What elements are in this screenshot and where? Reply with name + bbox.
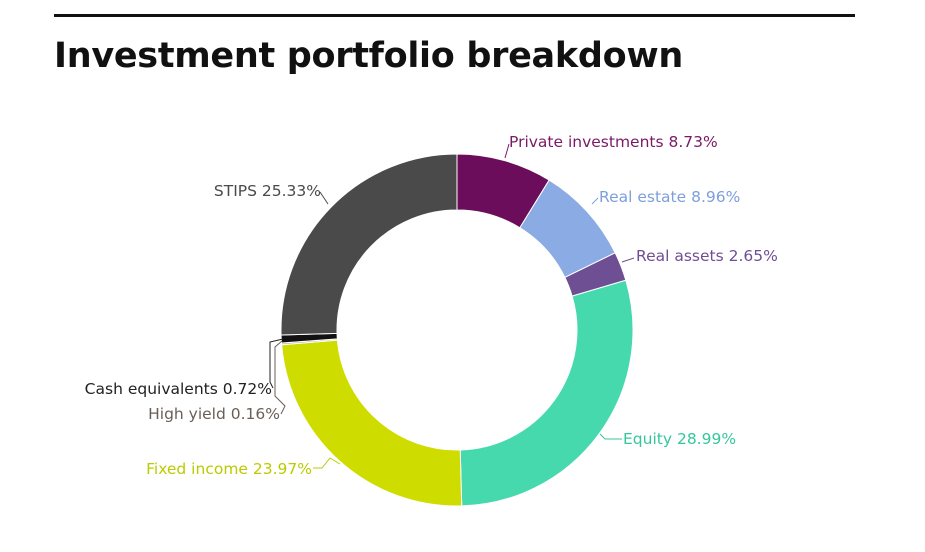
- slice-stips: [280, 153, 458, 336]
- label-name-real-assets: Real assets: [636, 247, 729, 265]
- leader-cash-equivalents: [269, 338, 284, 389]
- leader-equity: [599, 433, 622, 440]
- label-value-high-yield: 0.16%: [231, 405, 280, 423]
- slice-fixed-income: [281, 339, 463, 507]
- chart-title: Investment portfolio breakdown: [54, 36, 683, 76]
- label-real-assets: Real assets 2.65%: [636, 247, 778, 265]
- leader-fixed-income: [313, 457, 341, 469]
- label-name-equity: Equity: [623, 430, 677, 448]
- label-stips: STIPS 25.33%: [214, 182, 321, 200]
- leader-real-estate: [591, 197, 599, 205]
- label-name-stips: STIPS: [214, 182, 262, 200]
- label-high-yield: High yield 0.16%: [148, 405, 280, 423]
- label-value-real-assets: 2.65%: [729, 247, 778, 265]
- label-value-equity: 28.99%: [677, 430, 736, 448]
- label-value-cash-equivalents: 0.72%: [223, 380, 272, 398]
- label-name-real-estate: Real estate: [599, 188, 691, 206]
- label-equity: Equity 28.99%: [623, 430, 736, 448]
- label-name-fixed-income: Fixed income: [146, 460, 253, 478]
- label-cash-equivalents: Cash equivalents 0.72%: [85, 380, 272, 398]
- label-name-high-yield: High yield: [148, 405, 231, 423]
- label-leaders: [269, 143, 635, 469]
- slice-labels: Private investments 8.73% Real estate 8.9…: [85, 133, 778, 478]
- label-value-stips: 25.33%: [262, 182, 321, 200]
- label-name-cash-equivalents: Cash equivalents: [85, 380, 223, 398]
- leader-private-investments: [504, 143, 510, 159]
- leader-stips: [319, 191, 329, 205]
- top-rule: [54, 14, 855, 17]
- label-fixed-income: Fixed income 23.97%: [146, 460, 312, 478]
- label-private-investments: Private investments 8.73%: [509, 133, 718, 151]
- label-value-fixed-income: 23.97%: [253, 460, 312, 478]
- label-name-private-investments: Private investments: [509, 133, 669, 151]
- label-real-estate: Real estate 8.96%: [599, 188, 740, 206]
- label-value-real-estate: 8.96%: [691, 188, 740, 206]
- leader-real-assets: [621, 257, 635, 263]
- label-value-private-investments: 8.73%: [669, 133, 718, 151]
- slice-equity: [459, 279, 634, 507]
- donut-slices: [280, 153, 634, 507]
- leader-high-yield: [274, 340, 286, 415]
